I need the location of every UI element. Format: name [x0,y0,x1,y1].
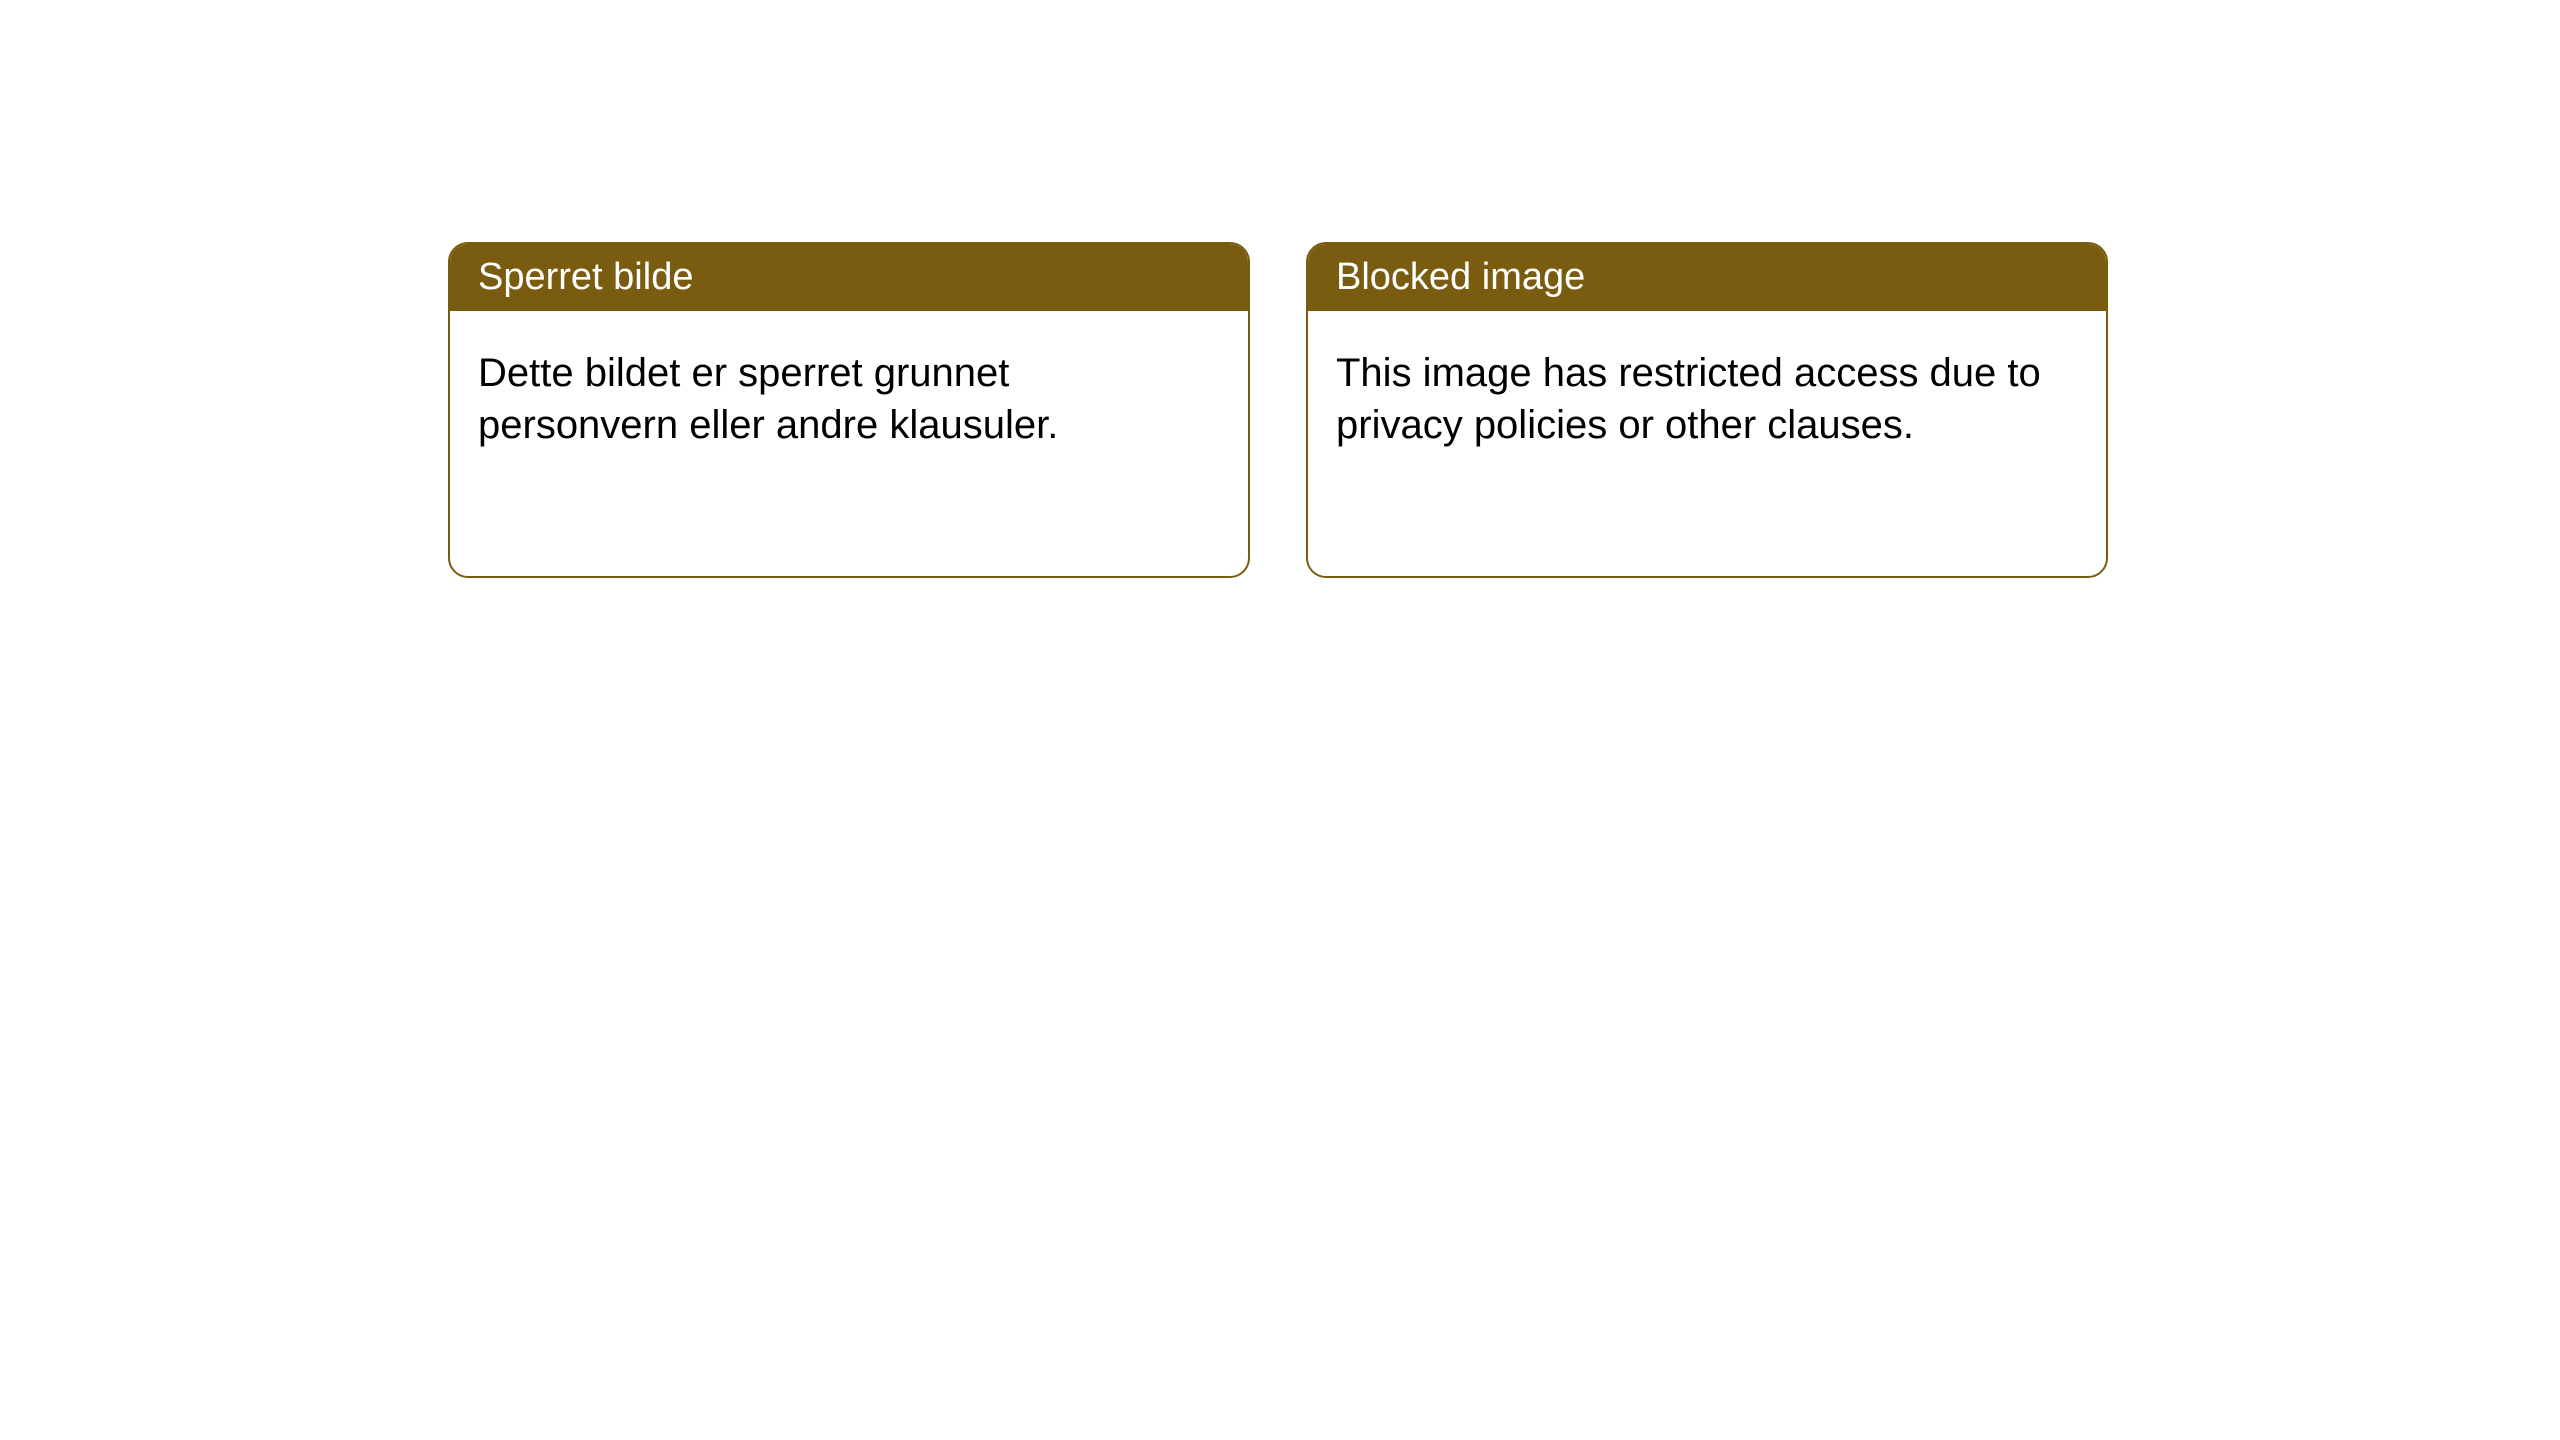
notice-header-english: Blocked image [1308,244,2106,311]
notice-card-norwegian: Sperret bilde Dette bildet er sperret gr… [448,242,1250,578]
notice-body-english: This image has restricted access due to … [1308,311,2106,487]
notice-header-norwegian: Sperret bilde [450,244,1248,311]
notice-container: Sperret bilde Dette bildet er sperret gr… [448,242,2108,578]
notice-body-norwegian: Dette bildet er sperret grunnet personve… [450,311,1248,487]
notice-card-english: Blocked image This image has restricted … [1306,242,2108,578]
